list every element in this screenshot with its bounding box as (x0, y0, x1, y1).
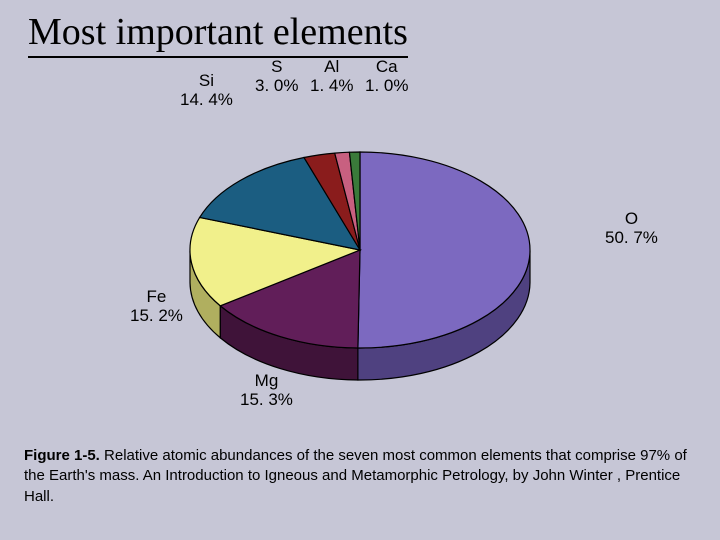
page-title: Most important elements (28, 10, 408, 58)
slice-label-name: O (605, 210, 658, 229)
slice-label-ca: Ca1. 0% (365, 58, 408, 95)
slice-label-percent: 15. 2% (130, 307, 183, 326)
slice-label-percent: 1. 4% (310, 77, 353, 96)
slice-label-percent: 15. 3% (240, 391, 293, 410)
slice-label-si: Si14. 4% (180, 72, 233, 109)
pie-chart-svg (150, 100, 570, 400)
slice-label-percent: 1. 0% (365, 77, 408, 96)
slice-label-percent: 14. 4% (180, 91, 233, 110)
slice-label-mg: Mg15. 3% (240, 372, 293, 409)
slice-label-name: Si (180, 72, 233, 91)
slice-label-o: O50. 7% (605, 210, 658, 247)
pie-chart: O50. 7%Mg15. 3%Fe15. 2%Si14. 4%S3. 0%Al1… (150, 100, 570, 400)
figure-caption: Figure 1-5. Relative atomic abundances o… (24, 446, 696, 507)
slice-label-name: Ca (365, 58, 408, 77)
figure-label: Figure 1-5. (24, 447, 100, 464)
slice-label-percent: 3. 0% (255, 77, 298, 96)
slice-label-fe: Fe15. 2% (130, 288, 183, 325)
figure-caption-text: Relative atomic abundances of the seven … (24, 447, 687, 505)
slice-label-name: Mg (240, 372, 293, 391)
slice-label-name: S (255, 58, 298, 77)
slice-label-name: Al (310, 58, 353, 77)
slice-label-percent: 50. 7% (605, 229, 658, 248)
slice-label-name: Fe (130, 288, 183, 307)
slice-label-al: Al1. 4% (310, 58, 353, 95)
slice-label-s: S3. 0% (255, 58, 298, 95)
